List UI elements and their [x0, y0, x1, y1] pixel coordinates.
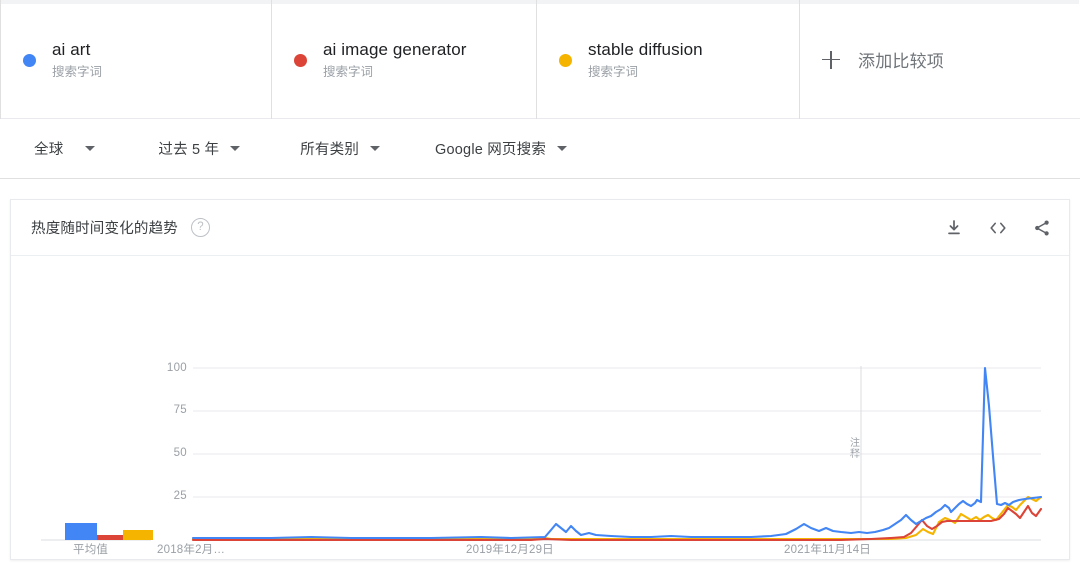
filter-time-range[interactable]: 过去 5 年 [158, 138, 241, 159]
card-actions [943, 200, 1053, 256]
x-axis-tick-2: 2021年11月14日 [784, 544, 872, 556]
comparison-term-0: ai art [52, 39, 91, 59]
y-axis-tick-75: 75 [173, 404, 187, 416]
legend-dot-blue [23, 54, 36, 67]
x-axis-tick-1: 2019年12月29日 [466, 544, 554, 556]
card-title: 热度随时间变化的趋势 [31, 221, 178, 237]
x-axis-tick-0: 2018年2月… [157, 544, 226, 556]
filter-category[interactable]: 所有类别 [300, 138, 381, 159]
comparison-term-1: ai image generator [323, 39, 467, 59]
chevron-down-icon [370, 146, 381, 151]
help-icon[interactable]: ? [191, 218, 210, 237]
y-axis-tick-50: 50 [173, 447, 187, 459]
filter-location[interactable]: 全球 [34, 138, 96, 159]
interest-over-time-card: 热度随时间变化的趋势 ? [10, 199, 1070, 560]
chart-body: 100 75 50 25 2018年2月… 2019年12月29日 2021年1… [11, 256, 1069, 560]
comparison-type-2: 搜索字词 [588, 64, 639, 79]
filter-bar: 全球 过去 5 年 所有类别 Google 网页搜索 [0, 119, 1080, 179]
trends-line-chart[interactable] [11, 256, 1069, 560]
add-comparison-button[interactable]: 添加比较项 [800, 0, 1079, 119]
average-panel-label: 平均值 [73, 544, 109, 556]
filter-location-label: 全球 [34, 142, 64, 158]
card-header: 热度随时间变化的趋势 ? [11, 200, 1069, 256]
comparison-item-1[interactable]: ai image generator 搜索字词 [272, 0, 537, 119]
filter-category-label: 所有类别 [300, 142, 360, 158]
chevron-down-icon [557, 146, 568, 151]
legend-dot-yellow [559, 54, 572, 67]
filter-search-type-label: Google 网页搜索 [435, 142, 547, 158]
add-comparison-label: 添加比较项 [858, 52, 944, 71]
share-icon[interactable] [1031, 217, 1053, 239]
download-icon[interactable] [943, 217, 965, 239]
plus-icon [822, 50, 840, 69]
comparison-term-2: stable diffusion [588, 39, 703, 59]
y-axis-tick-25: 25 [173, 490, 187, 502]
comparison-type-1: 搜索字词 [323, 64, 374, 79]
filter-time-range-label: 过去 5 年 [158, 142, 220, 158]
comparison-item-2[interactable]: stable diffusion 搜索字词 [537, 0, 800, 119]
comparison-bar: ai art 搜索字词 ai image generator 搜索字词 stab… [0, 0, 1080, 119]
chevron-down-icon [230, 146, 241, 151]
comparison-type-0: 搜索字词 [52, 64, 103, 79]
legend-dot-red [294, 54, 307, 67]
comparison-item-0[interactable]: ai art 搜索字词 [0, 0, 272, 119]
chevron-down-icon [85, 146, 96, 151]
embed-icon[interactable] [987, 217, 1009, 239]
filter-search-type[interactable]: Google 网页搜索 [435, 138, 568, 159]
y-axis-tick-100: 100 [166, 362, 187, 374]
